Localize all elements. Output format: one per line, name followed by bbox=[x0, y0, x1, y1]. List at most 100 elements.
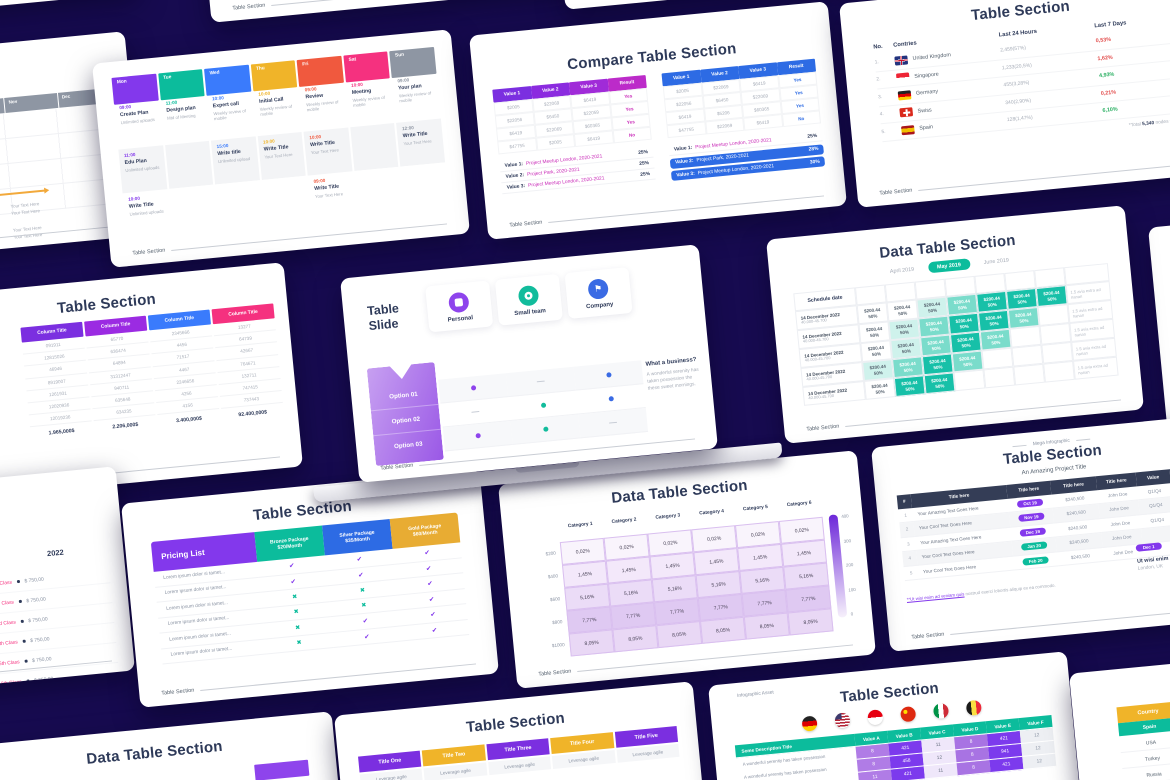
slide-sliver-top-left bbox=[0, 0, 139, 27]
belgium-flag-icon bbox=[965, 699, 983, 717]
table-cell: 5 bbox=[903, 565, 919, 582]
italy-flag-icon bbox=[932, 702, 950, 720]
table-cell: 8,05% bbox=[612, 625, 659, 653]
options-ribbon: Option 01 Option 02 Option 03 bbox=[367, 362, 444, 466]
table-cell: $200.44 50% bbox=[923, 372, 956, 395]
table-cell: $200.44 50% bbox=[863, 378, 896, 400]
table-cell: 2 bbox=[899, 522, 915, 538]
swiss-flag-icon bbox=[899, 107, 914, 118]
germany-flag-icon bbox=[801, 715, 818, 732]
china-flag-icon bbox=[899, 705, 917, 723]
plan-card-small-team: Small team bbox=[494, 273, 563, 326]
compare-right-table: Value 1 Value 2 Value 3 Result $2005 $22069 $6… bbox=[661, 58, 822, 139]
singapore-flag-icon bbox=[895, 72, 910, 83]
schedule-table: Schedule date 14 December 2022 40.000-45.7… bbox=[793, 263, 1119, 406]
option-row: Option 03 bbox=[373, 429, 443, 460]
table-cell: Category 3 bbox=[655, 513, 681, 521]
table-cell: $6419 bbox=[573, 130, 614, 148]
slide-footer: Table Section bbox=[232, 0, 547, 12]
table-cell: 1.5 avia extra ad nanan bbox=[1073, 356, 1119, 380]
table-cell: 8,05% bbox=[656, 620, 703, 649]
table-cell: $47755 bbox=[666, 121, 707, 139]
table-cell: 09:00 Your plan Weekly review of mobile bbox=[397, 77, 432, 104]
table-cell: 11:00 Design plan Mtd of Meeting bbox=[165, 99, 196, 121]
table-cell: 8,05% bbox=[743, 612, 790, 640]
compare-right-panel: Value 1 Value 2 Value 3 Result $2005 $22069 $6… bbox=[661, 58, 826, 181]
table-cell bbox=[1043, 360, 1075, 383]
footnote: **Ut wisi enim ad veniam quis nostrud ex… bbox=[906, 582, 1056, 602]
table-cell: $400 bbox=[547, 573, 559, 580]
tab-june-2019: June 2019 bbox=[983, 257, 1010, 266]
slide-title: Table Slide bbox=[366, 301, 400, 334]
slide-compare-table: Compare Table Section Value 1 Value 2 Valu… bbox=[469, 1, 847, 240]
table-cell: 3 bbox=[900, 536, 917, 553]
slide-2022-price-list: 2022 1st Class$ 750,00 2nd Class$ 750,00… bbox=[0, 466, 135, 705]
table-cell: # bbox=[896, 494, 912, 509]
uk-flag-icon bbox=[894, 55, 909, 66]
slide-schedule-data-table: Data Table Section April 2019 May 2019 J… bbox=[766, 205, 1144, 444]
table-cell bbox=[400, 162, 449, 203]
table-header-cell bbox=[254, 759, 310, 780]
table-cell bbox=[164, 140, 214, 189]
table-cell bbox=[261, 175, 310, 216]
plan-card-personal: Personal bbox=[425, 280, 494, 333]
table-cell: 09:00 Write Title Your Text Here bbox=[313, 177, 344, 199]
table-cell: 15:00 Write title Unlimited upload bbox=[211, 136, 260, 185]
slide-country-list-partial: CountrySpainUSATurkeyRussiaIranChina bbox=[1069, 639, 1170, 780]
table-cell: $22069 bbox=[704, 117, 745, 135]
slide-footer: Table Section bbox=[879, 160, 1170, 197]
row-label-column: Your RowYour RowYour RowYour RowYour Row… bbox=[0, 354, 23, 445]
table-cell: 8 bbox=[956, 760, 991, 777]
table-cell: 10:00 Expert call Weekly review of mobile bbox=[211, 95, 246, 122]
year-heading: 2022 bbox=[46, 547, 65, 559]
table-cell: $200 bbox=[545, 550, 557, 557]
plan-cards: Personal Small team Company bbox=[425, 267, 633, 333]
table-cell: Category 5 bbox=[742, 504, 769, 513]
table-cell: 10:00 Write Title Your Text Here bbox=[257, 131, 307, 181]
country-list-table: CountrySpainUSATurkeyRussiaIranChina bbox=[1116, 695, 1170, 780]
table-cell: 4 bbox=[902, 550, 918, 567]
slide-flags-values-table: Infographic Asset Table Section Some Des… bbox=[708, 651, 1086, 780]
table-cell: No bbox=[612, 126, 652, 144]
table-cell: Feb 20 bbox=[1013, 551, 1059, 571]
table-cell: Category 4 bbox=[699, 509, 725, 517]
table-cell bbox=[168, 184, 217, 225]
pricing-table: Pricing List Bronze Package $20/Month Silve… bbox=[150, 510, 495, 665]
plan-feature-matrix bbox=[438, 360, 649, 452]
table-cell: 1 bbox=[897, 507, 914, 524]
table-cell: Category 1 bbox=[567, 521, 593, 530]
table-cell: 8,05% bbox=[699, 616, 746, 644]
price-list: 1st Class$ 750,00 2nd Class$ 750,00 3rd … bbox=[0, 563, 121, 702]
small-team-camera-icon bbox=[517, 284, 540, 307]
slide-five-titles-table: Table Section Title One Title Two Title Th… bbox=[334, 681, 712, 780]
table-cell: 11 bbox=[923, 763, 958, 780]
table-cell: 421 bbox=[989, 756, 1024, 774]
table-cell: 12 bbox=[1022, 753, 1057, 770]
plan-card-company: Company bbox=[564, 267, 633, 319]
table-cell bbox=[510, 414, 581, 445]
table-cell: 11:00 Edu Plan Unlimited uploads bbox=[118, 145, 167, 194]
gantt-note: Your Text Here Your Text Here bbox=[10, 201, 41, 216]
tab-april-2019: April 2019 bbox=[889, 266, 915, 275]
company-flag-icon bbox=[587, 278, 610, 300]
table-cell: 09:00 Create Plan Unlimited uploads bbox=[119, 104, 156, 125]
table-cell: 10:00 Write Title Unlimited uploads bbox=[127, 195, 164, 217]
compare-left-table: Value 1 Value 2 Value 3 Result $2005 $22069 $6… bbox=[492, 74, 652, 155]
date-badge: Dec 1 bbox=[1135, 542, 1162, 552]
table-cell: 10:00 Write Title Your Text Here bbox=[303, 127, 353, 176]
indonesia-flag-icon bbox=[867, 709, 884, 726]
table-cell bbox=[1013, 363, 1045, 386]
slide-calendar-table: Mon Tue Wed Thu Fri Sat Sun 09:00 Create Plan Un… bbox=[92, 29, 470, 268]
table-cell bbox=[953, 369, 986, 392]
table-cell: 421 bbox=[890, 766, 925, 780]
table-cell: $6419 bbox=[743, 114, 783, 131]
slide-pricing-table: Table Section Pricing List Bronze Package… bbox=[121, 469, 499, 708]
slide-sliver-top-center: Table Section bbox=[192, 0, 570, 23]
table-cell: $600 bbox=[549, 596, 561, 603]
table-cell bbox=[354, 166, 403, 207]
table-cell: 09:00 Review Weekly review of mobile bbox=[304, 86, 339, 113]
table-cell: Your Row bbox=[0, 427, 23, 445]
slide-countries-table: Table Section No. Contries Last 24 Hours L… bbox=[839, 0, 1170, 208]
table-cell: Category 6 bbox=[786, 500, 812, 509]
